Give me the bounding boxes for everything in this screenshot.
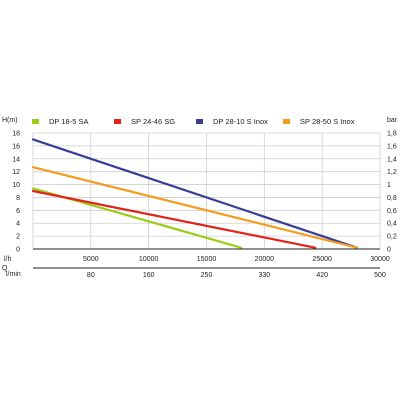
y-right-tick-label: 0: [387, 247, 391, 254]
y-left-tick-labels: 0 2 4 6 8 10 12 14 16 18: [12, 131, 20, 254]
legend: DP 18-5 SA SP 24-46 SG DP 28-10 S Inox SP 2…: [32, 117, 355, 126]
y-tick-label: 18: [12, 131, 20, 138]
legend-label: DP 28-10 S Inox: [213, 117, 268, 126]
y-tick-label: 8: [16, 195, 20, 202]
legend-label: SP 24-46 SG: [131, 117, 175, 126]
x-tick-label: 25000: [312, 256, 332, 263]
y-right-tick-label: 1,8: [387, 131, 397, 138]
x-tick-label: 10000: [139, 256, 159, 263]
y-tick-label: 2: [16, 234, 20, 241]
x-tick-label: 30000: [370, 256, 390, 263]
legend-swatch: [196, 119, 203, 124]
x2-tick-label: 80: [87, 272, 95, 279]
x-axis-area: l/h Q l/min: [2, 248, 380, 278]
x-tick-label: 20000: [255, 256, 275, 263]
x2-tick-label: 160: [143, 272, 155, 279]
y-tick-label: 12: [12, 169, 20, 176]
legend-swatch: [114, 119, 121, 124]
y-right-tick-label: 0,8: [387, 195, 397, 202]
series-line: [31, 166, 358, 249]
x-tick-label: 5000: [83, 256, 99, 263]
x-axis-label: l/h: [4, 256, 12, 263]
x2-tick-label: 330: [258, 272, 270, 279]
x-tick-label: 15000: [197, 256, 217, 263]
legend-swatch: [32, 119, 39, 124]
x2-tick-label: 250: [201, 272, 213, 279]
legend-swatch: [283, 119, 290, 124]
y-right-tick-labels: 0 0,2 0,4 0,6 0,8 1 1,2 1,4 1,6 1,8: [387, 131, 397, 254]
series-lines: [31, 138, 358, 249]
y-tick-label: 16: [12, 143, 20, 150]
y-right-tick-label: 1,2: [387, 169, 397, 176]
y-right-tick-label: 1,4: [387, 156, 397, 163]
series-line: [31, 189, 317, 249]
x2-tick-labels: 80 160 250 330 420 500: [87, 272, 386, 279]
x2-tick-label: 500: [374, 272, 386, 279]
y-left-axis-label: H(m): [2, 117, 18, 124]
x-tick-labels: 5000 10000 15000 20000 25000 30000: [83, 256, 390, 263]
y-tick-label: 6: [16, 208, 20, 215]
x2-tick-label: 420: [316, 272, 328, 279]
y-right-tick-label: 1: [387, 182, 391, 189]
y-tick-label: 10: [12, 182, 20, 189]
y-tick-label: 4: [16, 221, 20, 228]
y-right-tick-label: 0,6: [387, 208, 397, 215]
axis-labels: H(m) bar: [2, 117, 398, 124]
legend-label: SP 28-50 S Inox: [300, 117, 355, 126]
series-line: [31, 138, 358, 249]
y-right-axis-label: bar: [387, 117, 398, 124]
y-tick-label: 0: [16, 247, 20, 254]
q-label: Q: [2, 265, 8, 272]
y-right-tick-label: 0,2: [387, 234, 397, 241]
x2-axis-label: l/min: [6, 271, 21, 278]
y-right-tick-label: 0,4: [387, 221, 397, 228]
grid: [32, 132, 381, 250]
y-tick-label: 14: [12, 156, 20, 163]
y-right-tick-label: 1,6: [387, 143, 397, 150]
legend-label: DP 18-5 SA: [49, 117, 88, 126]
